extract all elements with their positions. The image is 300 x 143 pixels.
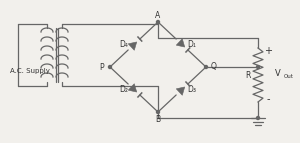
Text: B: B — [155, 115, 160, 124]
Polygon shape — [128, 42, 137, 50]
Circle shape — [109, 65, 112, 68]
Text: A.C. Supply: A.C. Supply — [10, 68, 50, 74]
Text: P: P — [100, 62, 104, 72]
Circle shape — [157, 20, 160, 23]
Text: Out: Out — [284, 74, 294, 79]
Circle shape — [256, 65, 260, 68]
Circle shape — [256, 117, 260, 120]
Text: Q: Q — [211, 62, 217, 72]
Text: D₁: D₁ — [188, 40, 196, 49]
Text: D₃: D₃ — [188, 85, 196, 94]
Circle shape — [205, 65, 208, 68]
Text: A: A — [155, 11, 160, 20]
Polygon shape — [176, 39, 185, 47]
Text: V: V — [275, 68, 281, 78]
Text: +: + — [264, 46, 272, 56]
Text: D₄: D₄ — [120, 40, 128, 49]
Polygon shape — [128, 84, 137, 92]
Polygon shape — [176, 87, 185, 95]
Text: R: R — [245, 70, 251, 80]
Circle shape — [157, 111, 160, 114]
Text: -: - — [266, 94, 270, 104]
Text: D₂: D₂ — [119, 85, 128, 94]
